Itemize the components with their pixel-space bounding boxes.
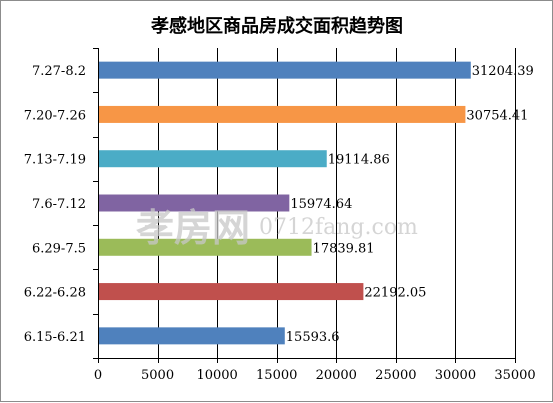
value-label: 15974.64	[290, 197, 352, 212]
category-label: 7.13-7.19	[24, 153, 86, 168]
category-label: 7.6-7.12	[32, 197, 86, 212]
bar	[99, 238, 312, 256]
value-label: 19114.86	[328, 153, 390, 168]
bar	[99, 327, 285, 345]
value-labels: 31204.39 30754.41 19114.86 15974.64 17839.81…	[286, 64, 534, 345]
value-label: 22192.05	[364, 286, 426, 301]
category-labels: 7.27-8.2 7.20-7.26 7.13-7.19 7.6-7.12 6.29-7…	[24, 64, 86, 345]
value-label: 30754.41	[466, 108, 528, 123]
x-tick-labels: 0 5000 10000 15000 20000 25000 30000 35000	[94, 368, 536, 383]
bar	[99, 194, 290, 212]
x-tick-label: 5000	[141, 368, 174, 383]
value-label: 31204.39	[472, 64, 534, 79]
category-label: 6.15-6.21	[24, 330, 86, 345]
x-tick-label: 15000	[256, 368, 297, 383]
x-tick-label: 0	[94, 368, 102, 383]
category-label: 6.29-7.5	[32, 241, 86, 256]
category-label: 7.27-8.2	[32, 64, 86, 79]
x-tick-label: 25000	[375, 368, 416, 383]
watermark-logo: 孝房网	[136, 206, 250, 250]
x-tick-label: 30000	[435, 368, 476, 383]
value-label: 15593.6	[286, 330, 340, 345]
watermark-url: 0712fang.com	[259, 215, 418, 240]
x-tick-label: 10000	[196, 368, 237, 383]
bar	[99, 105, 466, 123]
bar	[99, 150, 327, 168]
x-tick-label: 20000	[316, 368, 357, 383]
x-tick-label: 35000	[494, 368, 535, 383]
category-label: 6.22-6.28	[24, 286, 86, 301]
value-label: 17839.81	[313, 241, 375, 256]
bar	[99, 61, 471, 79]
bars	[99, 61, 471, 345]
bar	[99, 283, 364, 301]
chart-title: 孝感地区商品房成交面积趋势图	[150, 15, 403, 37]
category-label: 7.20-7.26	[24, 108, 86, 123]
watermark: 孝房网 0712fang.com	[136, 206, 418, 250]
axes	[93, 48, 516, 363]
